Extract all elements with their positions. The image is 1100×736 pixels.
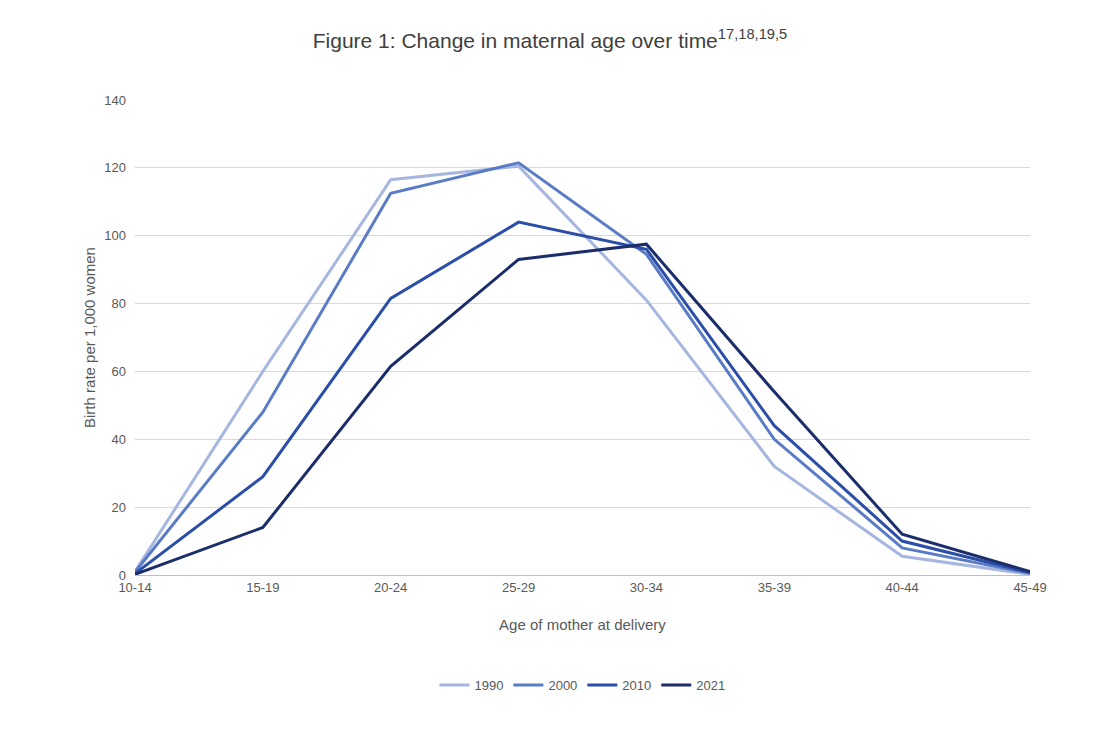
svg-text:Birth rate per 1,000 women: Birth rate per 1,000 women	[81, 247, 98, 428]
svg-text:1990: 1990	[475, 678, 504, 693]
svg-text:30-34: 30-34	[630, 580, 663, 595]
svg-text:10-14: 10-14	[118, 580, 151, 595]
svg-text:Figure 1: Change in maternal a: Figure 1: Change in maternal age over ti…	[313, 26, 787, 52]
svg-text:20-24: 20-24	[374, 580, 407, 595]
svg-text:25-29: 25-29	[502, 580, 535, 595]
svg-text:45-49: 45-49	[1013, 580, 1046, 595]
svg-text:20: 20	[112, 500, 126, 515]
svg-text:15-19: 15-19	[246, 580, 279, 595]
svg-text:140: 140	[104, 93, 126, 108]
svg-text:Age of mother at delivery: Age of mother at delivery	[499, 616, 666, 633]
svg-text:120: 120	[104, 160, 126, 175]
svg-text:2000: 2000	[548, 678, 577, 693]
svg-text:0: 0	[119, 568, 126, 583]
svg-text:40-44: 40-44	[886, 580, 919, 595]
svg-text:100: 100	[104, 228, 126, 243]
svg-text:2010: 2010	[622, 678, 651, 693]
svg-text:60: 60	[112, 364, 126, 379]
svg-text:40: 40	[112, 432, 126, 447]
svg-text:2021: 2021	[696, 678, 725, 693]
svg-text:35-39: 35-39	[758, 580, 791, 595]
svg-text:80: 80	[112, 296, 126, 311]
